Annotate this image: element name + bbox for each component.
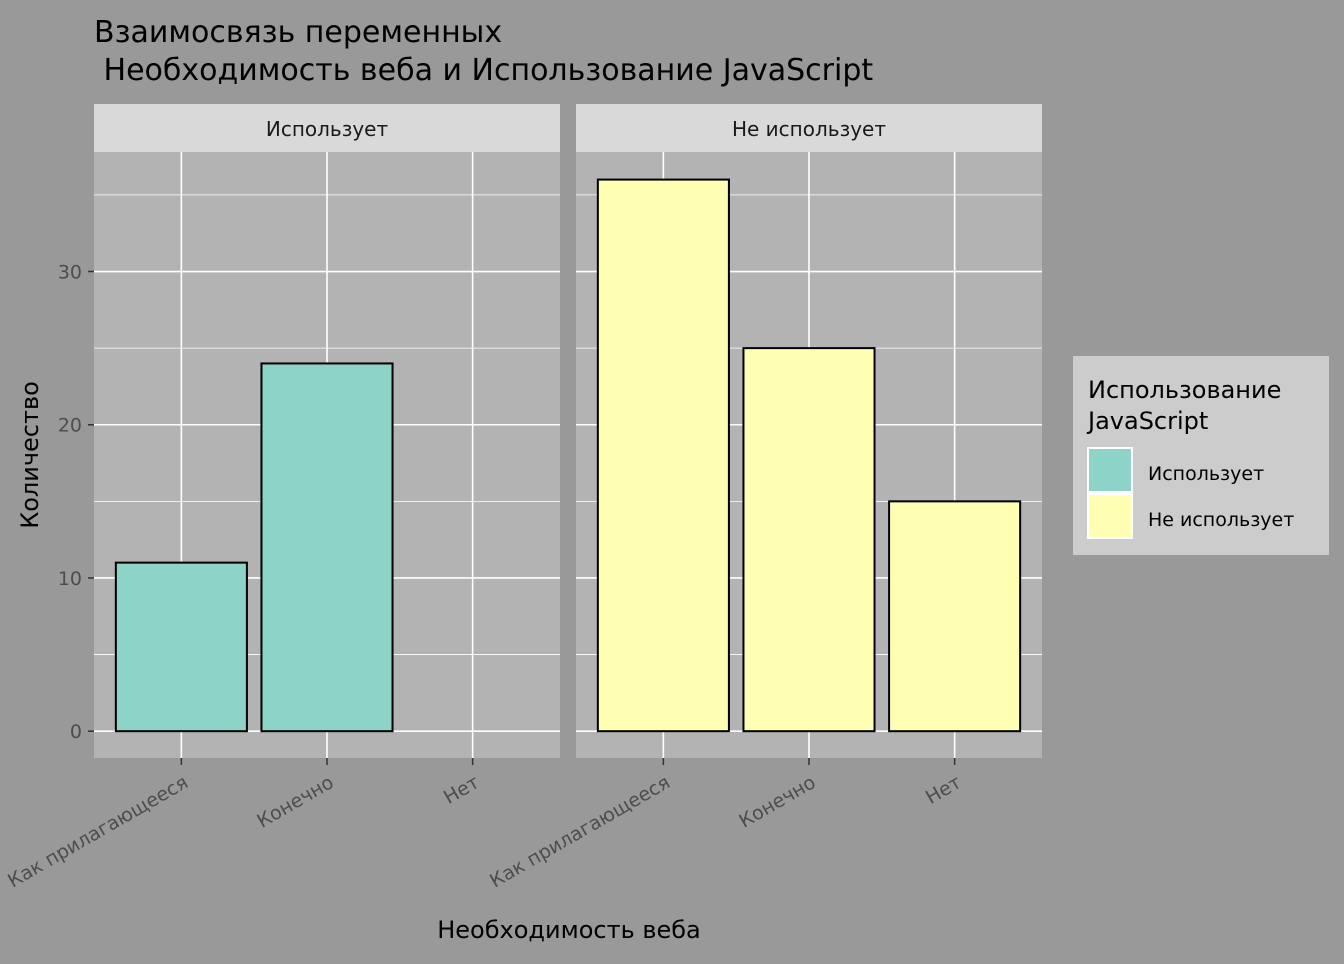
legend-item-not-uses-label: Не использует [1148, 509, 1294, 531]
bar [260, 362, 394, 733]
facet-strip-background [94, 104, 560, 152]
chart-title-line-1: Взаимосвязь переменных [94, 15, 502, 50]
x-tick-label: Нет [922, 771, 965, 809]
facet-strip-label: Не использует [732, 117, 886, 141]
panels: 0 10 20 30 Использует Как прилагающееся Конечн… [4, 104, 1042, 892]
legend: Использование JavaScript Использует Не и… [1073, 356, 1329, 555]
chart-title-line-2: Необходимость веба и Использование JavaS… [94, 53, 873, 88]
facet-strip-background [576, 104, 1042, 152]
y-tick-label: 20 [58, 415, 82, 437]
x-tick-label: Как прилагающееся [4, 771, 192, 892]
y-axis-label: Количество [16, 381, 44, 529]
bar [596, 178, 730, 733]
facet-strip-label: Использует [266, 117, 389, 141]
bar [742, 347, 876, 733]
x-tick-label: Конечно [735, 771, 819, 832]
x-axis-label: Необходимость веба [437, 916, 701, 944]
panel-1: Использует Как прилагающееся Конечно Нет [4, 104, 560, 892]
legend-title-line-1: Использование [1088, 376, 1281, 404]
panel-2: Не использует Как прилагающееся Конечно Нет [486, 104, 1042, 892]
bar [114, 561, 248, 733]
legend-item-uses-label: Использует [1148, 463, 1264, 485]
x-tick-label: Нет [440, 771, 483, 809]
legend-key-uses [1087, 447, 1133, 493]
y-tick-label: 30 [58, 262, 82, 284]
x-tick-label: Конечно [253, 771, 337, 832]
legend-title-line-2: JavaScript [1086, 407, 1208, 435]
bar [888, 500, 1022, 733]
y-tick-label: 0 [70, 721, 82, 743]
legend-key-not-uses [1087, 493, 1133, 539]
x-tick-label: Как прилагающееся [486, 771, 674, 892]
y-tick-label: 10 [58, 568, 82, 590]
